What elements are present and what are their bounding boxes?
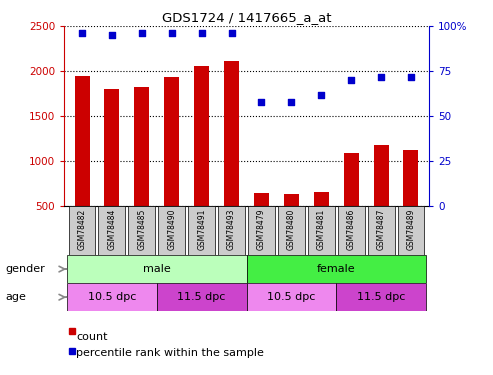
Bar	[105, 89, 119, 206]
Point	[168, 30, 176, 36]
Text: GSM78491: GSM78491	[197, 209, 206, 250]
Bar	[374, 145, 388, 206]
Text: female: female	[317, 264, 355, 274]
Text: 11.5 dpc: 11.5 dpc	[177, 292, 226, 302]
Point	[287, 99, 295, 105]
Point	[78, 30, 86, 36]
Bar	[403, 150, 419, 206]
Title: GDS1724 / 1417665_a_at: GDS1724 / 1417665_a_at	[162, 11, 331, 24]
Bar	[164, 76, 179, 206]
Text: 11.5 dpc: 11.5 dpc	[357, 292, 405, 302]
Bar	[246, 283, 336, 311]
Bar	[344, 153, 358, 206]
Bar	[158, 206, 185, 255]
Bar	[157, 283, 246, 311]
Text: count: count	[76, 333, 108, 342]
Text: GSM78486: GSM78486	[347, 209, 355, 250]
Bar	[246, 255, 426, 283]
Bar	[67, 283, 157, 311]
Point	[317, 92, 325, 98]
Bar	[128, 206, 155, 255]
Bar	[248, 206, 275, 255]
Bar	[224, 62, 239, 206]
Text: GSM78484: GSM78484	[107, 209, 116, 250]
Text: GSM78479: GSM78479	[257, 209, 266, 250]
Bar	[397, 206, 424, 255]
Text: gender: gender	[5, 264, 45, 274]
Bar	[188, 206, 215, 255]
Bar	[254, 193, 269, 206]
Bar	[67, 255, 246, 283]
Bar	[338, 206, 365, 255]
Text: GSM78490: GSM78490	[167, 209, 176, 250]
Text: GSM78482: GSM78482	[77, 209, 87, 250]
Bar	[135, 87, 149, 206]
Bar	[284, 194, 299, 206]
Point	[347, 77, 355, 83]
Point	[108, 32, 116, 38]
Text: GSM78487: GSM78487	[377, 209, 386, 250]
Bar	[194, 66, 209, 206]
Point	[198, 30, 206, 36]
Text: GSM78493: GSM78493	[227, 209, 236, 250]
Point	[228, 30, 236, 36]
Text: 10.5 dpc: 10.5 dpc	[267, 292, 316, 302]
Bar	[69, 206, 96, 255]
Point	[377, 74, 385, 80]
Bar	[308, 206, 335, 255]
Bar	[99, 206, 125, 255]
Bar	[314, 192, 329, 206]
Bar	[368, 206, 394, 255]
Point	[407, 74, 415, 80]
Text: percentile rank within the sample: percentile rank within the sample	[76, 348, 264, 357]
Text: GSM78481: GSM78481	[317, 209, 326, 250]
Bar	[278, 206, 305, 255]
Text: 10.5 dpc: 10.5 dpc	[88, 292, 136, 302]
Text: GSM78489: GSM78489	[406, 209, 416, 250]
Text: GSM78485: GSM78485	[138, 209, 146, 250]
Bar	[218, 206, 245, 255]
Text: male: male	[143, 264, 171, 274]
Bar	[74, 76, 90, 206]
Text: GSM78480: GSM78480	[287, 209, 296, 250]
Text: age: age	[5, 292, 26, 302]
Bar	[336, 283, 426, 311]
Point	[257, 99, 265, 105]
Point	[138, 30, 146, 36]
